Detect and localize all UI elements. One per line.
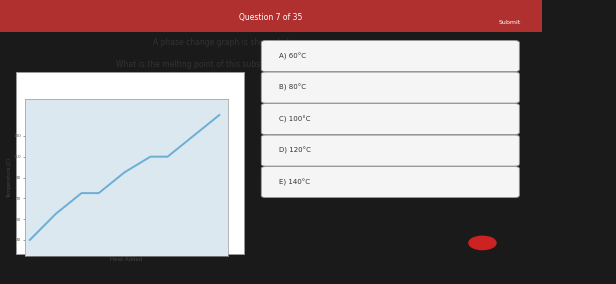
Text: A phase change graph is shown below.: A phase change graph is shown below. [153,38,302,47]
Circle shape [469,236,496,250]
X-axis label: Heat Added: Heat Added [110,257,142,262]
Text: A) 60°C: A) 60°C [279,53,306,60]
Bar [16,72,244,254]
Text: D) 120°C: D) 120°C [279,147,311,154]
Text: C) 100°C: C) 100°C [279,116,310,123]
FancyBboxPatch shape [261,104,519,135]
Text: B) 80°C: B) 80°C [279,84,306,91]
Text: Question 7 of 35: Question 7 of 35 [240,13,302,22]
FancyBboxPatch shape [261,41,519,72]
Text: E) 140°C: E) 140°C [279,178,310,186]
Text: Submit: Submit [498,20,521,25]
Text: What is the melting point of this substance?: What is the melting point of this substa… [116,60,285,68]
FancyBboxPatch shape [261,135,519,166]
Bar [0,0,542,32]
FancyBboxPatch shape [261,167,519,198]
Y-axis label: Temperature (C): Temperature (C) [7,158,12,197]
FancyBboxPatch shape [261,72,519,103]
